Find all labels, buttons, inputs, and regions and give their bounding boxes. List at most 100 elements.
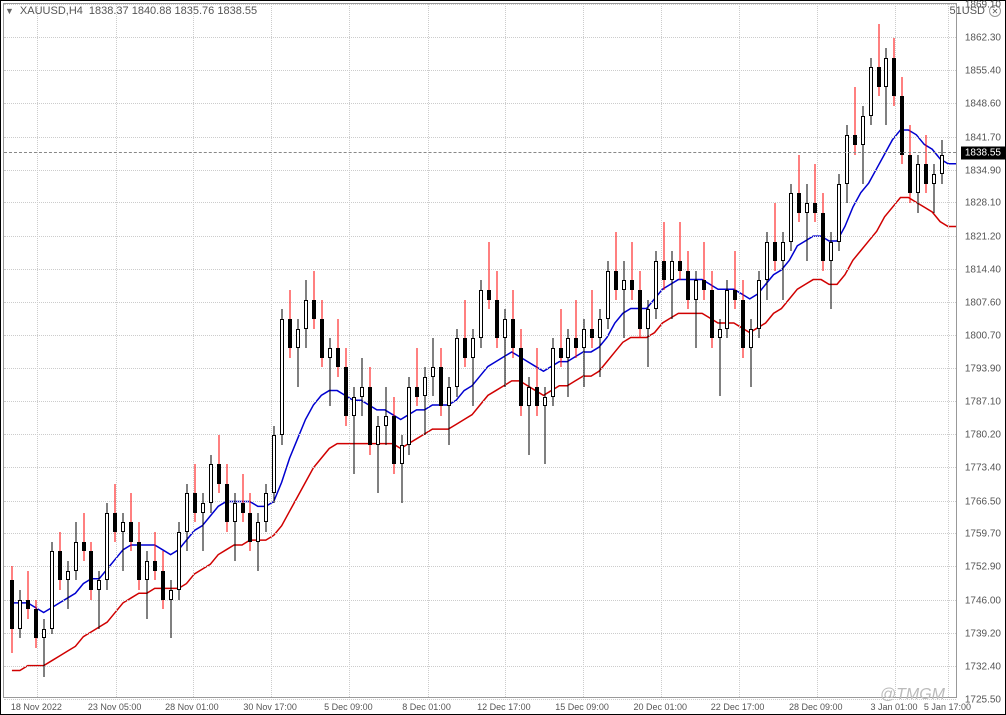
y-tick-label: 1780.20 <box>965 430 1001 441</box>
candle <box>455 4 459 699</box>
candle <box>503 4 507 699</box>
y-tick-label: 1773.40 <box>965 463 1001 474</box>
candle <box>384 4 388 699</box>
candle <box>543 4 547 699</box>
candle <box>42 4 46 699</box>
candle <box>328 4 332 699</box>
candle <box>487 4 491 699</box>
candle <box>630 4 634 699</box>
y-axis: 1869.101862.301855.401848.601841.701834.… <box>957 3 1005 696</box>
y-tick-label: 1793.90 <box>965 363 1001 374</box>
y-tick-label: 1848.60 <box>965 99 1001 110</box>
candle <box>185 4 189 699</box>
candle <box>495 4 499 699</box>
candle <box>829 4 833 699</box>
candle <box>217 4 221 699</box>
candle <box>137 4 141 699</box>
candle <box>749 4 753 699</box>
candle <box>551 4 555 699</box>
candle <box>900 4 904 699</box>
candle <box>566 4 570 699</box>
candle <box>622 4 626 699</box>
candle <box>884 4 888 699</box>
candle <box>304 4 308 699</box>
candle <box>209 4 213 699</box>
candle <box>145 4 149 699</box>
candle <box>336 4 340 699</box>
candle <box>352 4 356 699</box>
candle <box>201 4 205 699</box>
candle <box>574 4 578 699</box>
candle <box>813 4 817 699</box>
candle <box>908 4 912 699</box>
candle <box>400 4 404 699</box>
candle <box>113 4 117 699</box>
candle <box>702 4 706 699</box>
candle <box>431 4 435 699</box>
x-tick-label: 5 Dec 09:00 <box>324 702 373 712</box>
y-tick-label: 1807.60 <box>965 297 1001 308</box>
candle <box>535 4 539 699</box>
candle <box>272 4 276 699</box>
candle <box>781 4 785 699</box>
chart-plot-area[interactable] <box>3 3 957 698</box>
candle <box>82 4 86 699</box>
candle <box>97 4 101 699</box>
candle <box>74 4 78 699</box>
candle <box>710 4 714 699</box>
candle <box>320 4 324 699</box>
x-tick-label: 8 Dec 01:00 <box>402 702 451 712</box>
candle <box>288 4 292 699</box>
candle <box>89 4 93 699</box>
candle <box>479 4 483 699</box>
candle <box>646 4 650 699</box>
candle <box>18 4 22 699</box>
candle <box>527 4 531 699</box>
candle <box>805 4 809 699</box>
x-tick-label: 15 Dec 09:00 <box>555 702 609 712</box>
y-tick-label: 1855.40 <box>965 66 1001 77</box>
x-tick-label: 28 Nov 01:00 <box>165 702 219 712</box>
candle <box>415 4 419 699</box>
x-tick-label: 30 Nov 17:00 <box>243 702 297 712</box>
candle <box>741 4 745 699</box>
candle <box>582 4 586 699</box>
candle <box>392 4 396 699</box>
candle <box>877 4 881 699</box>
candle <box>439 4 443 699</box>
candle <box>845 4 849 699</box>
candle <box>296 4 300 699</box>
y-tick-label: 1732.40 <box>965 661 1001 672</box>
candle <box>376 4 380 699</box>
candle <box>26 4 30 699</box>
candle <box>344 4 348 699</box>
candle <box>248 4 252 699</box>
candle <box>58 4 62 699</box>
watermark: @TMGM <box>880 686 945 704</box>
candle <box>233 4 237 699</box>
candle <box>177 4 181 699</box>
candle <box>765 4 769 699</box>
candle <box>129 4 133 699</box>
candle <box>614 4 618 699</box>
x-tick-label: 23 Nov 05:00 <box>88 702 142 712</box>
candle <box>654 4 658 699</box>
candle <box>50 4 54 699</box>
y-tick-label: 1821.20 <box>965 231 1001 242</box>
candle <box>280 4 284 699</box>
candle <box>264 4 268 699</box>
candle <box>733 4 737 699</box>
candle <box>606 4 610 699</box>
candle <box>789 4 793 699</box>
candle <box>718 4 722 699</box>
candle <box>869 4 873 699</box>
candle <box>773 4 777 699</box>
x-tick-label: 12 Dec 17:00 <box>477 702 531 712</box>
candle <box>559 4 563 699</box>
y-tick-label: 1800.70 <box>965 331 1001 342</box>
y-tick-label: 1869.10 <box>965 0 1001 11</box>
candle <box>193 4 197 699</box>
chart-window: ▼ XAUUSD,H4 1838.37 1840.88 1835.76 1838… <box>0 0 1006 715</box>
candle <box>423 4 427 699</box>
candle <box>447 4 451 699</box>
